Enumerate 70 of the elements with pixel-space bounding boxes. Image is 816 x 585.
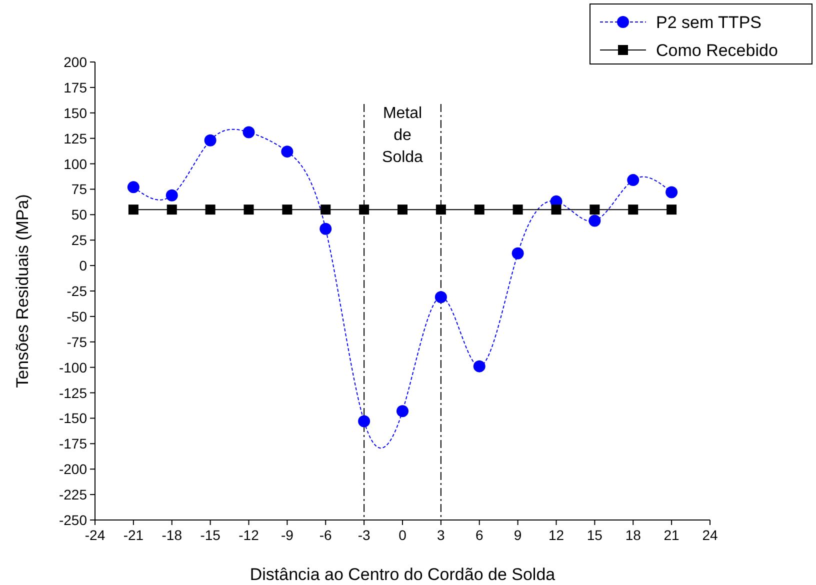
point (436, 204, 446, 215)
x-tick-label: 3 (437, 527, 446, 543)
y-tick-label: 50 (71, 206, 88, 223)
x-tick-label: -9 (280, 527, 294, 543)
point (320, 204, 331, 215)
point (398, 204, 408, 215)
point (666, 204, 677, 215)
point (590, 204, 600, 215)
x-tick-label: 21 (664, 527, 680, 543)
point (628, 204, 638, 215)
y-tick-label: -150 (58, 410, 88, 426)
point (127, 181, 140, 194)
x-tick-label: -12 (238, 527, 260, 543)
point (166, 204, 177, 215)
x-tick-label: -15 (200, 527, 221, 543)
point (588, 214, 601, 227)
x-tick-label: -3 (358, 527, 370, 543)
x-tick-label: 24 (702, 527, 718, 543)
y-tick-label: -125 (58, 384, 88, 401)
point (473, 360, 486, 372)
y-tick-label: -200 (58, 461, 88, 478)
point (244, 204, 254, 215)
point (396, 405, 408, 418)
x-tick-label: 0 (398, 527, 407, 543)
x-tick-label: 18 (625, 527, 642, 543)
y-tick-label: 75 (71, 181, 88, 198)
annotation: Metal de Solda (382, 105, 424, 166)
y-tick-label: -75 (66, 334, 88, 350)
y-tick-label: 125 (64, 130, 88, 146)
point (242, 126, 255, 138)
point (204, 134, 216, 146)
x-axis-title: Distância ao Centro do Cordão de Solda (250, 565, 556, 584)
point (627, 174, 640, 186)
y-tick-label: 150 (64, 104, 88, 121)
point (551, 204, 562, 215)
point (166, 189, 178, 202)
y-tick-label: -25 (66, 283, 88, 299)
x-tick-label: -24 (84, 527, 106, 543)
x-tick-label: 9 (514, 527, 522, 543)
point (666, 186, 678, 198)
point (282, 204, 292, 215)
y-tick-label: 25 (71, 232, 88, 248)
y-tick-label: -225 (58, 486, 88, 503)
point (434, 291, 447, 304)
x-tick-label: -21 (123, 527, 144, 543)
point (512, 247, 524, 260)
y-tick-label: -250 (58, 512, 88, 528)
x-tick-label: 12 (548, 527, 564, 543)
point (474, 204, 484, 215)
point (358, 415, 370, 428)
point (320, 222, 332, 235)
x-tick-label: 15 (586, 527, 603, 543)
x-tick-label: -18 (162, 527, 182, 543)
legend-label: P2 sem TTPS (656, 13, 762, 32)
y-tick-label: 200 (64, 54, 88, 70)
y-tick-label: 100 (64, 156, 88, 172)
y-tick-label: -100 (58, 359, 88, 376)
x-tick-label: -6 (319, 527, 332, 543)
point (128, 204, 138, 215)
x-tick-label: 6 (475, 527, 484, 543)
y-axis-title: Tensões Residuais (MPa) (13, 194, 32, 388)
point (281, 146, 294, 158)
legend-label: Como Recebido (656, 41, 778, 60)
point (359, 204, 370, 215)
y-tick-label: 0 (79, 258, 88, 274)
y-tick-label: -50 (66, 308, 88, 324)
point (205, 204, 216, 215)
y-tick-label: -175 (58, 436, 88, 452)
y-tick-label: 175 (64, 79, 88, 96)
point (512, 204, 523, 215)
